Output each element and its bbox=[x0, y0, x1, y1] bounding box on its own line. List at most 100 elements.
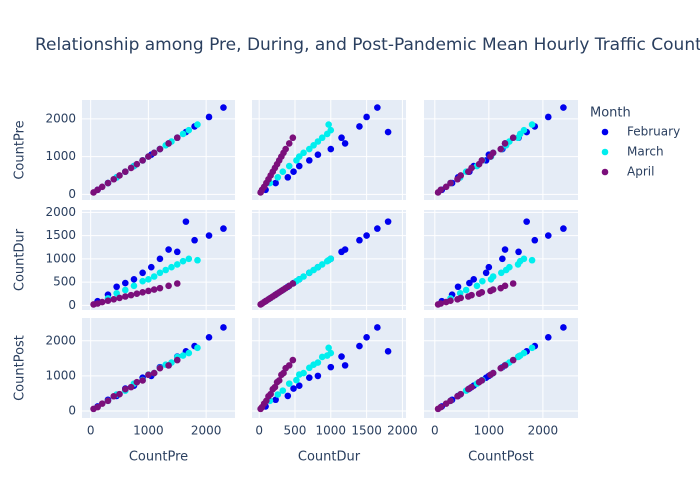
data-point bbox=[501, 282, 509, 290]
data-point bbox=[478, 377, 486, 384]
x-tick-label: 0 bbox=[431, 424, 439, 438]
data-point bbox=[285, 362, 293, 369]
x-tick-label: 1500 bbox=[351, 424, 382, 438]
data-point bbox=[520, 126, 528, 134]
data-point bbox=[104, 297, 112, 304]
data-point bbox=[205, 333, 213, 341]
data-point bbox=[156, 364, 164, 372]
data-point bbox=[560, 324, 567, 331]
data-point bbox=[194, 256, 201, 264]
data-point bbox=[289, 280, 297, 287]
data-point bbox=[179, 352, 187, 359]
data-point bbox=[506, 263, 513, 271]
data-point bbox=[285, 380, 293, 387]
data-point bbox=[185, 349, 193, 357]
y-tick-label: 2000 bbox=[45, 205, 76, 219]
data-point bbox=[363, 113, 370, 121]
data-point bbox=[150, 369, 158, 377]
data-point bbox=[165, 282, 172, 290]
data-point bbox=[150, 286, 158, 293]
data-point bbox=[274, 391, 282, 398]
data-point bbox=[356, 123, 363, 130]
data-point bbox=[318, 134, 326, 142]
data-point bbox=[145, 371, 152, 379]
y-tick-label: 0 bbox=[68, 187, 76, 201]
data-point bbox=[497, 145, 505, 153]
data-point bbox=[457, 172, 465, 179]
legend-label: February bbox=[627, 125, 680, 139]
data-point bbox=[139, 157, 146, 164]
data-point bbox=[478, 289, 486, 296]
data-point bbox=[437, 186, 445, 194]
data-point bbox=[271, 383, 279, 391]
x-tick-label: 0 bbox=[87, 424, 95, 438]
data-point bbox=[523, 218, 530, 225]
data-point bbox=[267, 390, 274, 398]
data-point bbox=[133, 378, 141, 386]
y-tick-label: 1000 bbox=[45, 149, 76, 163]
data-point bbox=[156, 145, 164, 153]
data-point bbox=[499, 255, 506, 263]
data-point bbox=[447, 297, 454, 304]
data-point bbox=[544, 232, 552, 239]
data-point bbox=[327, 363, 335, 371]
data-point bbox=[374, 104, 381, 111]
data-point bbox=[173, 261, 181, 268]
data-point bbox=[122, 279, 129, 287]
data-point bbox=[531, 236, 539, 244]
data-point bbox=[437, 300, 445, 307]
data-point bbox=[482, 269, 490, 277]
data-point bbox=[145, 153, 152, 160]
data-point bbox=[173, 134, 181, 142]
data-point bbox=[325, 121, 332, 128]
data-point bbox=[509, 280, 517, 287]
y-tick-label: 0 bbox=[68, 403, 76, 417]
data-point bbox=[479, 277, 486, 285]
data-point bbox=[110, 392, 118, 400]
data-point bbox=[145, 287, 152, 295]
data-point bbox=[314, 372, 322, 380]
data-point bbox=[280, 369, 287, 377]
data-point bbox=[325, 344, 332, 352]
data-point bbox=[145, 276, 152, 283]
data-point bbox=[122, 385, 129, 393]
data-point bbox=[110, 175, 118, 183]
data-point bbox=[147, 263, 155, 271]
data-point bbox=[384, 218, 392, 225]
data-point bbox=[185, 255, 193, 263]
data-point bbox=[290, 168, 297, 175]
x-tick-label: 1000 bbox=[474, 424, 505, 438]
data-point bbox=[122, 293, 129, 300]
y-axis-title: CountPre bbox=[13, 120, 28, 179]
x-tick-label: 2000 bbox=[191, 424, 222, 438]
data-point bbox=[220, 324, 227, 331]
data-point bbox=[468, 383, 475, 391]
data-point bbox=[489, 286, 497, 293]
data-point bbox=[325, 256, 332, 264]
data-point bbox=[447, 397, 454, 405]
data-point bbox=[520, 255, 528, 263]
data-point bbox=[104, 179, 112, 187]
data-point bbox=[363, 333, 370, 341]
legend-marker bbox=[601, 128, 609, 136]
data-point bbox=[282, 145, 289, 153]
legend-marker bbox=[601, 148, 609, 156]
x-axis-title: CountPost bbox=[468, 450, 534, 465]
data-point bbox=[528, 121, 536, 128]
data-point bbox=[318, 353, 326, 361]
data-point bbox=[501, 246, 509, 253]
data-point bbox=[290, 385, 297, 392]
data-point bbox=[544, 333, 552, 341]
y-tick-label: 500 bbox=[53, 275, 76, 289]
data-point bbox=[501, 140, 509, 147]
data-point bbox=[478, 157, 486, 164]
data-point bbox=[457, 390, 465, 398]
data-point bbox=[116, 294, 123, 302]
data-point bbox=[341, 362, 349, 369]
data-point bbox=[122, 168, 129, 175]
x-tick-label: 0 bbox=[255, 424, 263, 438]
data-point bbox=[127, 164, 135, 172]
data-point bbox=[560, 104, 567, 111]
y-axis-title: CountDur bbox=[13, 228, 28, 291]
data-point bbox=[442, 183, 450, 191]
